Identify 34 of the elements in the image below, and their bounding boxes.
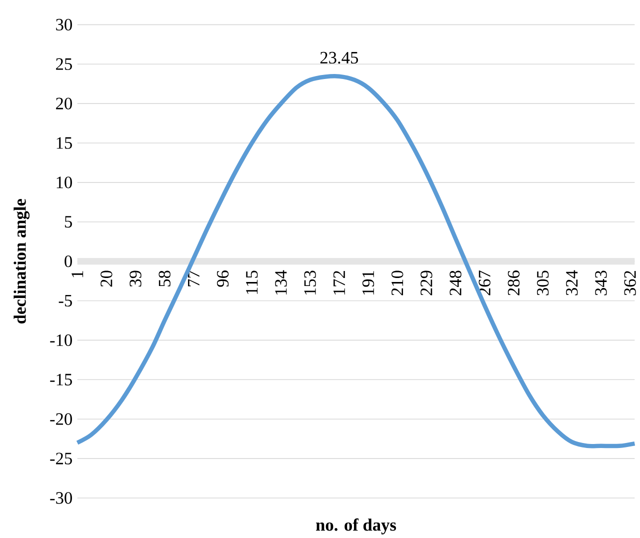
y-tick-label: 25 bbox=[56, 58, 72, 70]
y-tick-label: 10 bbox=[56, 176, 72, 188]
y-tick-label: -10 bbox=[50, 334, 72, 346]
x-tick-label: 343 bbox=[595, 270, 607, 296]
x-tick-label: 286 bbox=[508, 270, 520, 296]
y-tick-label: 0 bbox=[64, 255, 72, 268]
x-tick-label: 134 bbox=[275, 270, 287, 295]
x-tick-label: 172 bbox=[333, 270, 345, 295]
x-tick-label: 96 bbox=[216, 270, 229, 287]
x-tick-label: 362 bbox=[624, 270, 636, 296]
x-tick-label: 58 bbox=[158, 270, 170, 286]
x-tick-label: 39 bbox=[130, 270, 142, 287]
x-tick-label: 248 bbox=[450, 270, 462, 296]
x-tick-label: 305 bbox=[536, 270, 549, 296]
y-tick-label: 15 bbox=[56, 137, 72, 149]
y-tick-label: 30 bbox=[56, 18, 72, 31]
x-tick-label: 324 bbox=[566, 270, 578, 296]
y-tick-label: -5 bbox=[58, 295, 72, 307]
x-tick-label: 20 bbox=[100, 270, 112, 287]
x-axis-title: no. of days bbox=[316, 518, 396, 534]
x-tick-label: 1 bbox=[72, 271, 84, 278]
annotation: 23.45 bbox=[320, 52, 358, 64]
y-tick-label: -30 bbox=[50, 492, 72, 504]
x-tick-label: 191 bbox=[362, 271, 374, 295]
y-tick-label: -20 bbox=[50, 413, 72, 425]
y-tick-label: -15 bbox=[50, 374, 72, 386]
x-tick-label: 153 bbox=[304, 270, 316, 295]
x-tick-label: 115 bbox=[246, 270, 258, 294]
y-tick-label: 5 bbox=[64, 216, 72, 228]
y-tick-label: -25 bbox=[50, 452, 72, 464]
x-tick-label: 210 bbox=[392, 270, 404, 296]
y-tick-label: 20 bbox=[56, 98, 72, 110]
x-tick-label: 229 bbox=[420, 270, 432, 296]
y-axis-title: declination angle bbox=[14, 198, 30, 324]
